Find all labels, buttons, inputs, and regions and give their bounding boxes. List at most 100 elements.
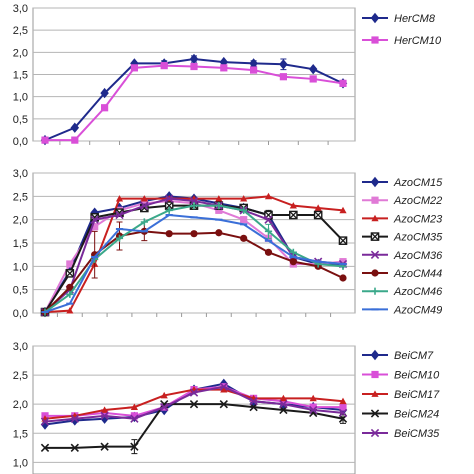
- data-point: [240, 206, 248, 214]
- data-point: [240, 216, 248, 224]
- data-point: [115, 234, 124, 242]
- legend-marker: [370, 12, 380, 24]
- data-point: [160, 62, 168, 70]
- data-point: [190, 202, 198, 210]
- legend-entry: AzoCM36: [362, 250, 443, 262]
- legend-label: BeiCM10: [394, 370, 440, 382]
- legend-label: AzoCM22: [393, 195, 442, 207]
- data-point: [264, 215, 273, 224]
- data-point: [215, 206, 223, 214]
- series-AzoCM46: [41, 202, 347, 316]
- data-point: [279, 397, 287, 405]
- data-point: [66, 283, 74, 291]
- y-tick-label: 2,0: [13, 399, 28, 411]
- chart-1: 0,0 0,5 1,0 1,5 2,0 2,5 3,0 HerCM8 HerCM10: [13, 3, 442, 148]
- legend-entry: AzoCM22: [362, 195, 442, 207]
- data-point: [115, 210, 124, 220]
- legend-entry: AzoCM15: [362, 176, 443, 189]
- legend-entry: AzoCM23: [362, 213, 443, 225]
- data-point: [164, 201, 174, 210]
- data-point: [249, 397, 258, 406]
- plot-area: [32, 345, 356, 474]
- data-point: [90, 215, 99, 224]
- series-AzoCM49: [41, 213, 347, 314]
- data-point: [40, 443, 50, 452]
- data-point: [130, 414, 139, 423]
- data-point: [100, 411, 109, 420]
- data-point: [220, 386, 228, 393]
- data-point: [66, 290, 74, 298]
- data-point: [289, 202, 297, 209]
- data-point: [264, 192, 273, 200]
- y-tick-label: 1,5: [13, 428, 28, 440]
- y-tick-label: 1,0: [13, 261, 28, 273]
- data-point: [279, 59, 288, 70]
- data-point: [250, 66, 258, 74]
- data-point: [338, 408, 348, 418]
- legend-entry: BeiCM17: [362, 389, 440, 401]
- data-point: [71, 136, 79, 144]
- y-tick-label: 2,5: [13, 191, 28, 203]
- y-tick-label: 2,5: [13, 370, 28, 382]
- data-point: [338, 236, 348, 245]
- data-point: [339, 403, 347, 411]
- data-point: [314, 204, 322, 211]
- data-point: [215, 202, 223, 210]
- data-point: [219, 400, 228, 409]
- data-point: [66, 260, 74, 268]
- data-point: [308, 63, 318, 75]
- legend-entry: HerCM8: [362, 12, 436, 25]
- y-tick-label: 3,0: [13, 168, 28, 180]
- data-point: [140, 195, 148, 202]
- y-tick-label: 1,0: [13, 92, 28, 104]
- data-point: [215, 229, 223, 237]
- legend-marker: [371, 390, 379, 397]
- y-tick-label: 3,0: [13, 341, 28, 353]
- data-point: [165, 194, 174, 203]
- y-tick-label: 3,0: [13, 3, 28, 15]
- data-point: [289, 258, 297, 266]
- data-point: [65, 269, 75, 278]
- y-tick-label: 1,5: [13, 70, 28, 82]
- data-point: [220, 64, 228, 72]
- data-point: [279, 400, 288, 409]
- data-point: [189, 400, 199, 409]
- data-point: [70, 443, 79, 452]
- legend-entry: BeiCM24: [362, 409, 439, 421]
- data-point: [101, 409, 109, 417]
- legend-label: BeiCM24: [394, 409, 439, 421]
- data-point: [215, 195, 223, 202]
- data-point: [313, 210, 323, 220]
- data-point: [101, 104, 109, 112]
- legend-marker: [370, 232, 380, 241]
- data-point: [189, 196, 199, 206]
- legend-label: AzoCM15: [393, 177, 443, 189]
- legend-label: HerCM10: [394, 35, 442, 47]
- data-point: [140, 199, 148, 207]
- legend-label: HerCM8: [394, 13, 436, 25]
- y-tick-label: 0,5: [13, 285, 28, 297]
- data-point: [66, 307, 74, 314]
- legend-marker: [371, 370, 379, 379]
- data-point: [289, 248, 297, 256]
- legend-marker: [371, 196, 379, 204]
- legend-entry: BeiCM10: [362, 370, 440, 382]
- data-point: [279, 73, 287, 81]
- y-tick-label: 2,0: [13, 215, 28, 227]
- data-point: [339, 274, 347, 282]
- legend-label: AzoCM49: [393, 304, 442, 316]
- data-point: [240, 195, 248, 202]
- data-point: [339, 258, 347, 266]
- y-tick-label: 1,5: [13, 238, 28, 250]
- legend-marker: [371, 269, 379, 277]
- data-point: [130, 64, 138, 72]
- legend-marker: [371, 287, 379, 295]
- data-point: [189, 388, 199, 397]
- data-point: [40, 417, 50, 426]
- data-point: [309, 394, 317, 402]
- legend-entry: AzoCM49: [362, 304, 442, 316]
- legend-label: BeiCM35: [394, 428, 440, 440]
- data-point: [190, 230, 198, 238]
- legend-entry: BeiCM7: [362, 349, 434, 362]
- data-point: [279, 394, 287, 402]
